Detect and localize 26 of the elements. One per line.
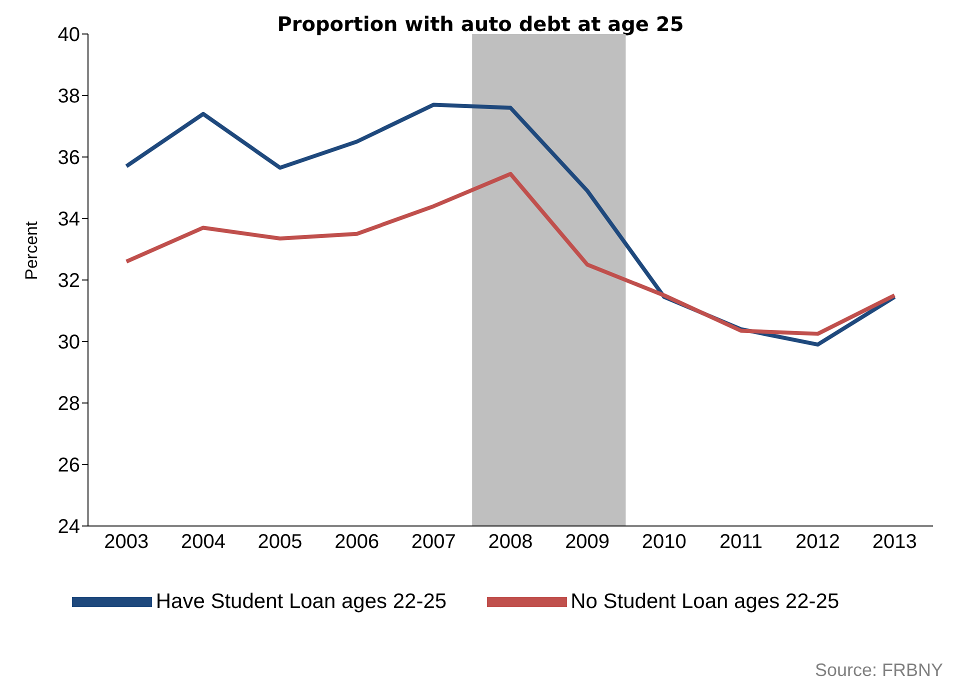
x-tick-label: 2007	[411, 531, 456, 554]
x-tick-label: 2005	[258, 531, 302, 554]
x-tick-label: 2009	[565, 531, 610, 554]
source-note: Source: FRBNY	[814, 660, 943, 681]
legend-label: Have Student Loan ages 22-25	[156, 590, 447, 613]
chart-title: Proportion with auto debt at age 25	[277, 12, 684, 36]
y-tick-label: 26	[58, 454, 80, 477]
y-tick-label: 38	[58, 86, 80, 108]
y-tick-label: 30	[58, 332, 80, 354]
y-tick-label: 34	[58, 208, 80, 231]
y-axis-title: Percent	[22, 221, 42, 280]
y-tick-label: 28	[58, 393, 80, 416]
x-tick-label: 2010	[642, 531, 686, 554]
x-tick-label: 2004	[180, 531, 226, 554]
legend-label: No Student Loan ages 22-25	[570, 590, 840, 613]
x-tick-label: 2008	[488, 531, 533, 554]
x-tick-label: 2013	[872, 531, 917, 554]
x-tick-label: 2011	[719, 531, 762, 554]
line-series	[124, 172, 897, 336]
y-tick-label: 36	[58, 147, 80, 170]
y-tick-label: 24	[58, 516, 80, 538]
x-tick-label: 2012	[796, 531, 840, 554]
x-tick-label: 2006	[334, 531, 380, 554]
y-tick-label: 32	[58, 270, 80, 292]
y-tick-label: 40	[58, 24, 80, 46]
x-tick-label: 2003	[104, 531, 149, 554]
